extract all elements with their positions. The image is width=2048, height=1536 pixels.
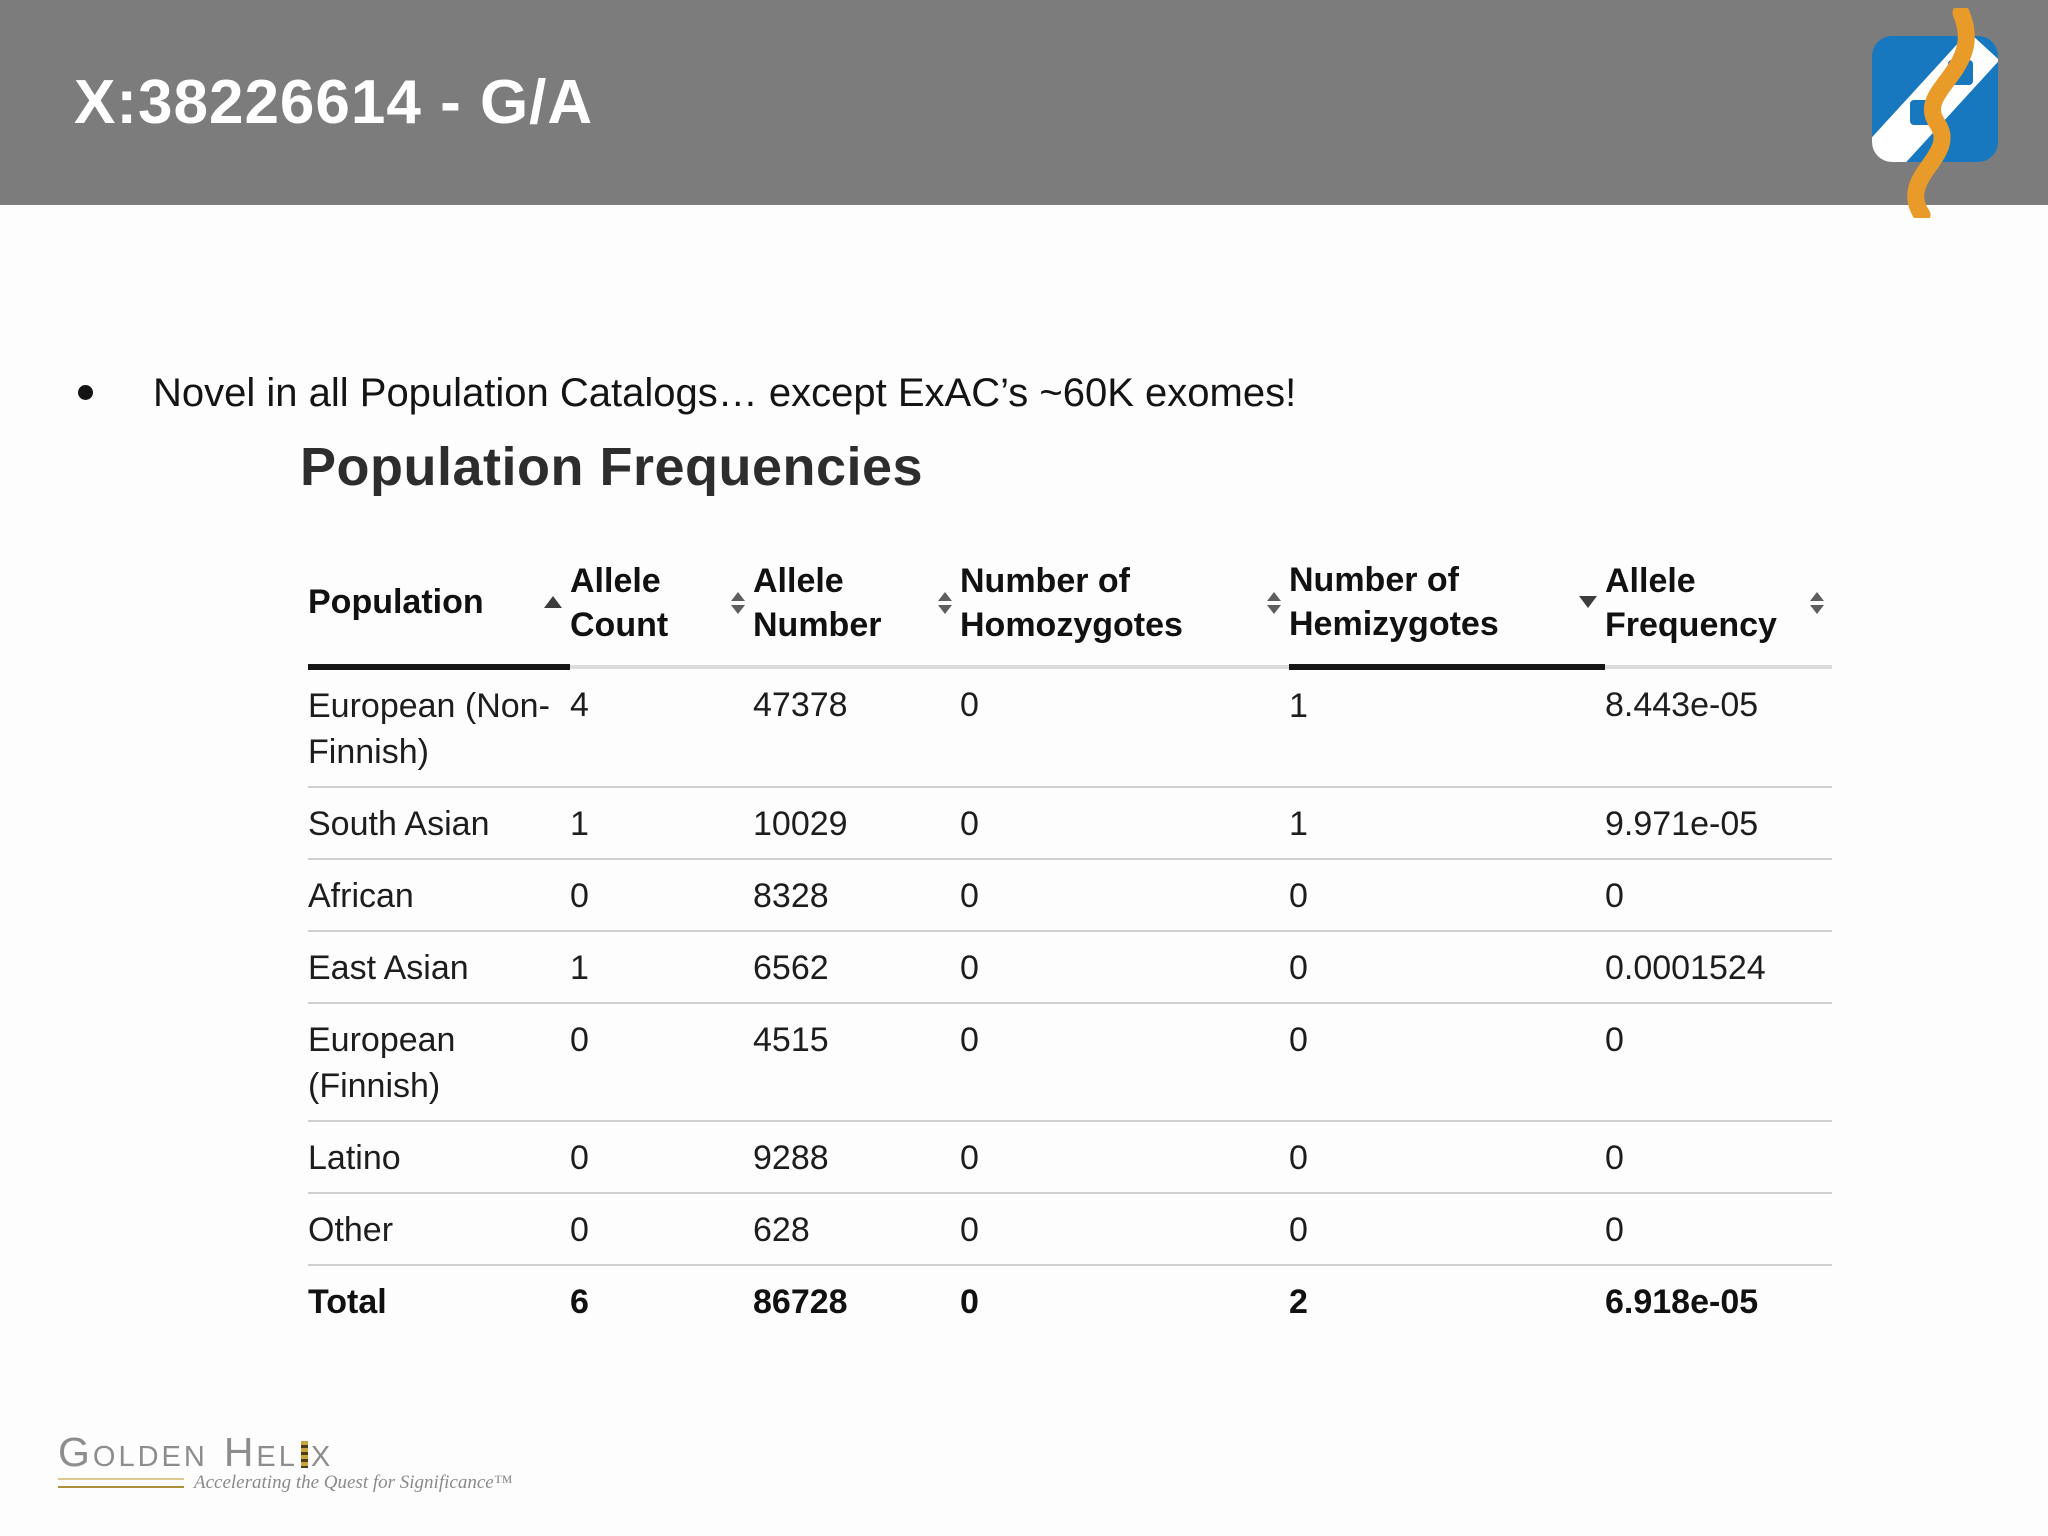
hemizygotes-cell: 0 (1289, 859, 1605, 932)
column-header-allele-number[interactable]: Allele Number (753, 548, 960, 669)
allele-frequency-cell: 0 (1605, 859, 1832, 932)
dna-helix-icon (1872, 8, 1998, 218)
bullet-item: Novel in all Population Catalogs… except… (78, 368, 1296, 418)
population-cell: Total (308, 1283, 387, 1321)
allele-count-cell: 0 (570, 1193, 753, 1266)
allele-frequency-cell: 0 (1605, 1193, 1832, 1266)
allele-count-cell: 0 (570, 1121, 753, 1194)
homozygotes-cell: 0 (960, 1283, 979, 1321)
population-cell: East Asian (308, 931, 570, 1004)
allele-number-cell: 10029 (753, 787, 960, 860)
hemizygotes-cell: 0 (1289, 931, 1605, 1004)
population-frequencies-table: Population Allele Count Allele Number (308, 548, 1832, 1336)
population-cell: European (Finnish) (308, 1003, 570, 1122)
table-row: Other 0 628 0 0 0 (308, 1193, 1832, 1266)
table-row: European (Non-Finnish) 4 47378 0 1 8.443… (308, 667, 1832, 788)
table-header-row: Population Allele Count Allele Number (308, 548, 1832, 670)
table-row: Latino 0 9288 0 0 0 (308, 1121, 1832, 1194)
table-row: South Asian 1 10029 0 1 9.971e-05 (308, 787, 1832, 860)
logo-word-x: x (310, 1429, 334, 1475)
logo-word-golden: Golden (58, 1429, 208, 1475)
allele-frequency-cell: 6.918e-05 (1605, 1283, 1759, 1321)
population-cell: Other (308, 1193, 570, 1266)
allele-number-cell: 9288 (753, 1121, 960, 1194)
bullet-text: Novel in all Population Catalogs… except… (153, 371, 1297, 415)
hemizygotes-cell: 1 (1289, 667, 1605, 788)
allele-frequency-cell: 0 (1605, 1121, 1832, 1194)
homozygotes-cell: 0 (960, 667, 1289, 788)
gold-rule-lines (58, 1478, 184, 1488)
table-title: Population Frequencies (300, 437, 924, 497)
column-label: Number of Homozygotes (960, 561, 1183, 644)
allele-number-cell: 6562 (753, 931, 960, 1004)
column-header-allele-frequency[interactable]: Allele Frequency (1605, 548, 1832, 669)
table-row: European (Finnish) 0 4515 0 0 0 (308, 1003, 1832, 1122)
homozygotes-cell: 0 (960, 931, 1289, 1004)
allele-count-cell: 6 (570, 1283, 589, 1321)
allele-count-cell: 4 (570, 667, 753, 788)
allele-count-cell: 0 (570, 859, 753, 932)
sort-toggle-icon (1267, 591, 1281, 614)
population-cell: South Asian (308, 787, 570, 860)
golden-helix-wordmark: Golden Hel x Accelerating the Quest for Si… (58, 1430, 512, 1494)
allele-number-cell: 4515 (753, 1003, 960, 1122)
allele-count-cell: 1 (570, 787, 753, 860)
allele-number-cell: 86728 (753, 1283, 848, 1321)
column-header-population[interactable]: Population (308, 548, 570, 670)
column-label: Allele Frequency (1605, 561, 1777, 644)
hemizygotes-cell: 2 (1289, 1283, 1308, 1321)
sort-toggle-icon (1810, 591, 1824, 614)
allele-frequency-cell: 0 (1605, 1003, 1832, 1122)
sort-ascending-icon (544, 596, 562, 608)
population-cell: Latino (308, 1121, 570, 1194)
hemizygotes-cell: 0 (1289, 1003, 1605, 1122)
column-label: Allele Number (753, 561, 882, 644)
golden-helix-logo-text: Golden Hel x (58, 1430, 438, 1474)
sort-toggle-icon (938, 591, 952, 614)
helix-i-ornament-icon (300, 1441, 308, 1468)
allele-frequency-cell: 0.0001524 (1605, 931, 1832, 1004)
population-cell: European (Non-Finnish) (308, 667, 570, 788)
table-row: East Asian 1 6562 0 0 0.0001524 (308, 931, 1832, 1004)
hemizygotes-cell: 0 (1289, 1193, 1605, 1266)
column-label: Number of Hemizygotes (1289, 561, 1499, 643)
homozygotes-cell: 0 (960, 787, 1289, 860)
table-row-total: Total 6 86728 0 2 6.918e-05 (308, 1265, 1832, 1336)
column-header-allele-count[interactable]: Allele Count (570, 548, 753, 669)
allele-number-cell: 47378 (753, 667, 960, 788)
hemizygotes-cell: 1 (1289, 787, 1605, 860)
column-header-homozygotes[interactable]: Number of Homozygotes (960, 548, 1289, 669)
homozygotes-cell: 0 (960, 1193, 1289, 1266)
column-header-hemizygotes[interactable]: Number of Hemizygotes (1289, 548, 1605, 670)
population-cell: African (308, 859, 570, 932)
slide-header-bar: X:38226614 - G/A (0, 0, 2048, 205)
allele-frequency-cell: 9.971e-05 (1605, 787, 1832, 860)
sort-toggle-icon (731, 591, 745, 614)
logo-word-hel: Hel (223, 1429, 298, 1475)
allele-frequency-cell: 8.443e-05 (1605, 667, 1832, 788)
table-row: African 0 8328 0 0 0 (308, 859, 1832, 932)
allele-count-cell: 0 (570, 1003, 753, 1122)
sort-descending-icon (1579, 596, 1597, 608)
allele-number-cell: 628 (753, 1193, 960, 1266)
logo-tagline: Accelerating the Quest for Significance™ (194, 1472, 513, 1493)
homozygotes-cell: 0 (960, 1121, 1289, 1194)
homozygotes-cell: 0 (960, 859, 1289, 932)
column-label: Population (308, 583, 484, 621)
homozygotes-cell: 0 (960, 1003, 1289, 1122)
hemizygotes-cell: 0 (1289, 1121, 1605, 1194)
column-label: Allele Count (570, 561, 669, 644)
allele-number-cell: 8328 (753, 859, 960, 932)
bullet-icon (78, 385, 93, 400)
page-title: X:38226614 - G/A (74, 68, 594, 137)
allele-count-cell: 1 (570, 931, 753, 1004)
